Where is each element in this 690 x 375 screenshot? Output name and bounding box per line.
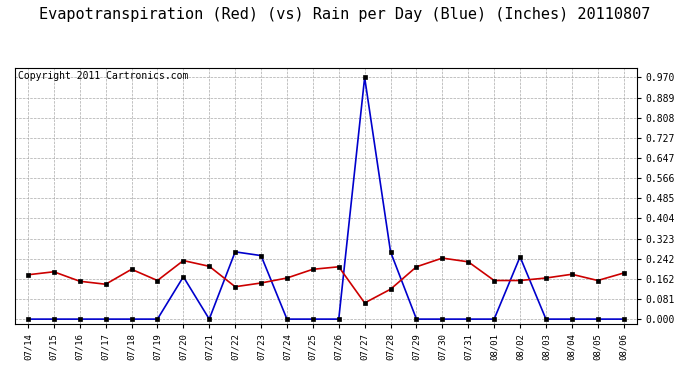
Text: Copyright 2011 Cartronics.com: Copyright 2011 Cartronics.com [18,71,188,81]
Text: Evapotranspiration (Red) (vs) Rain per Day (Blue) (Inches) 20110807: Evapotranspiration (Red) (vs) Rain per D… [39,8,651,22]
